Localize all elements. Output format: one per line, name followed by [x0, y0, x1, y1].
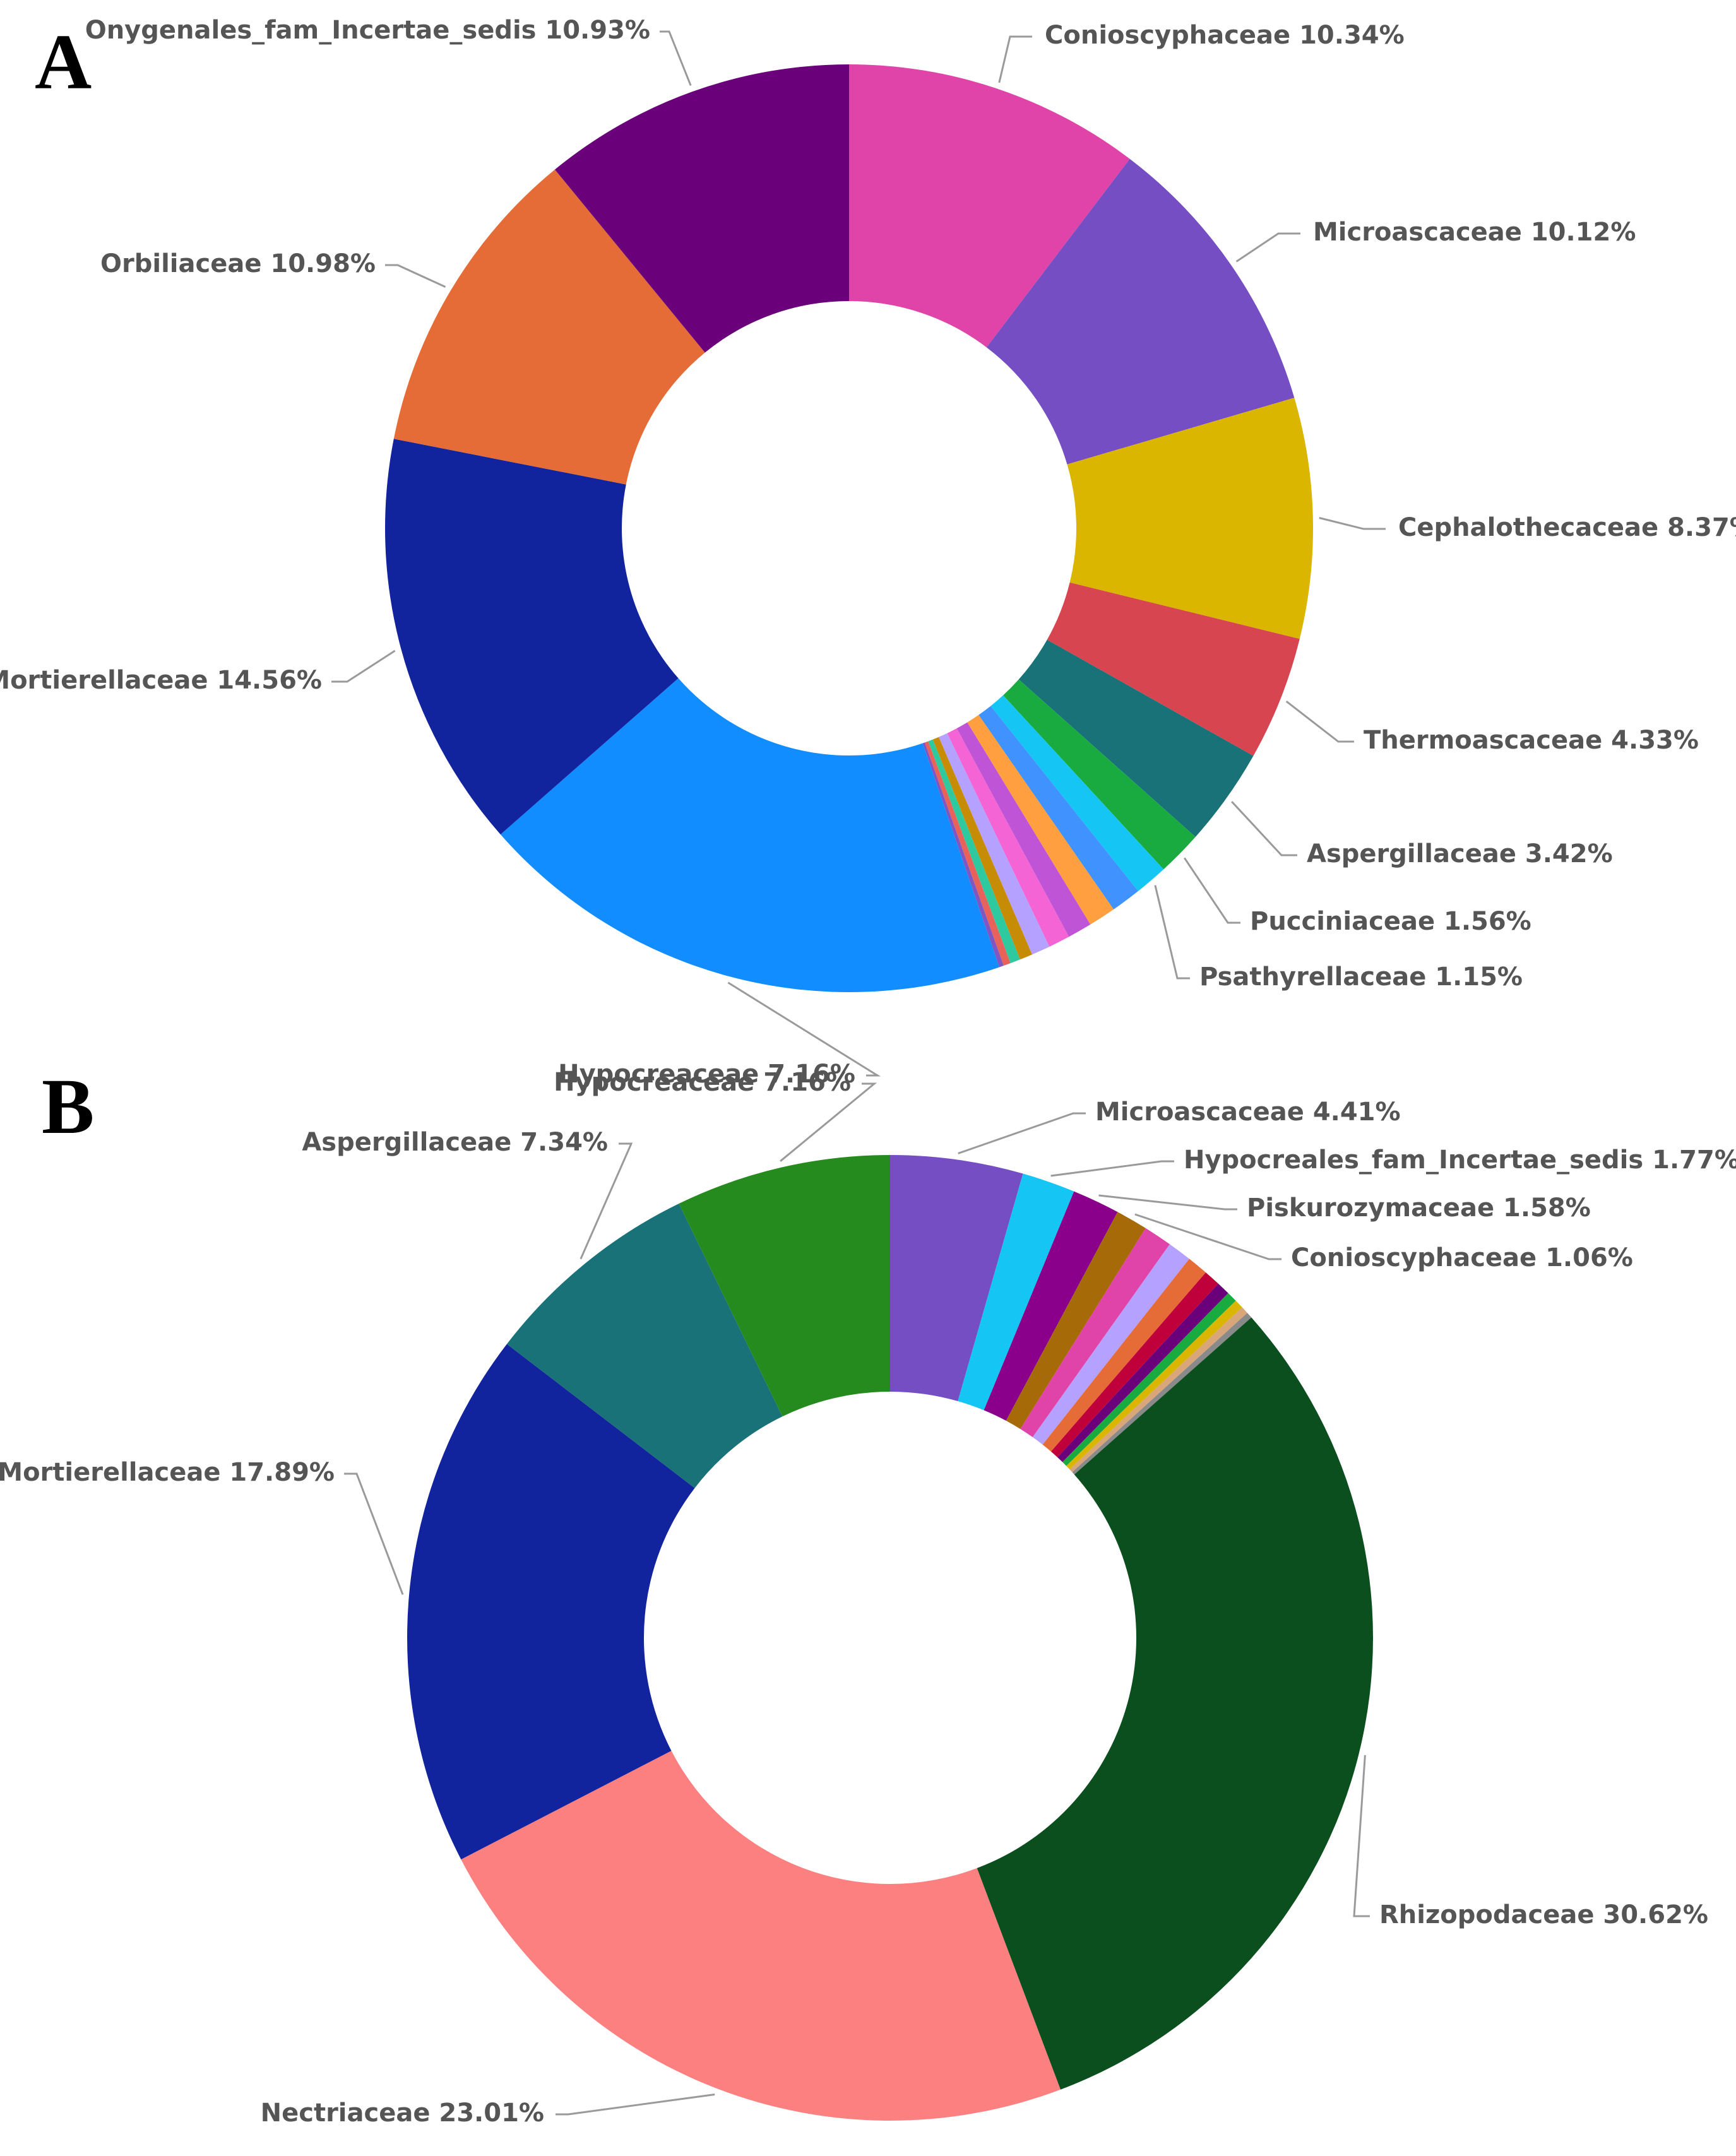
slice-label-a-3: Thermoascaceae 4.33% [1364, 726, 1699, 755]
slice-a-9 [956, 722, 1091, 937]
slice-a-8 [967, 714, 1114, 925]
slice-a-1 [986, 158, 1295, 465]
slice-b-10 [1066, 1300, 1242, 1470]
slice-a-5 [1003, 679, 1196, 870]
slice-a-6 [990, 695, 1164, 891]
slice-b-16 [506, 1204, 783, 1488]
slice-b-4 [1020, 1228, 1170, 1438]
donut-chart-a: Conioscyphaceae 10.34% Microascaceae 10.1… [0, 16, 1736, 1089]
slice-b-8 [1057, 1283, 1228, 1462]
slice-b-5 [1032, 1244, 1189, 1445]
slice-a-18 [393, 169, 705, 485]
leader-line-a-2 [1319, 517, 1386, 530]
panel-label-b: B [42, 1063, 94, 1151]
leader-line-b-0 [958, 1112, 1086, 1154]
slice-b-11 [1069, 1307, 1247, 1472]
slice-label-b-17: Hypocreaceae 7.16% [554, 1068, 851, 1097]
slice-a-0 [849, 64, 1130, 348]
slice-a-2 [1067, 398, 1313, 639]
leader-line-a-17 [331, 649, 396, 683]
slice-label-a-4: Aspergillaceae 3.42% [1307, 839, 1613, 868]
slice-a-14 [924, 741, 1011, 966]
slice-label-a-2: Cephalothecaceae 8.37% [1398, 513, 1736, 542]
slice-b-15 [407, 1344, 695, 1860]
slice-b-0 [890, 1155, 1023, 1402]
slice-b-2 [984, 1191, 1118, 1421]
leader-line-b-15 [344, 1472, 404, 1595]
slice-b-12 [1072, 1313, 1252, 1475]
slice-a-3 [1047, 582, 1300, 756]
slice-label-b-0: Microascaceae 4.41% [1095, 1098, 1401, 1127]
slice-a-16 [500, 678, 999, 993]
leader-line-b-3 [1134, 1213, 1281, 1260]
slice-b-1 [958, 1173, 1074, 1411]
leader-line-a-6 [1154, 885, 1190, 980]
slice-b-13 [977, 1317, 1373, 2090]
slice-b-9 [1062, 1293, 1236, 1466]
slice-label-a-6: Psathyrellaceae 1.15% [1199, 962, 1523, 992]
slice-label-b-13: Rhizopodaceae 30.62% [1379, 1900, 1708, 1929]
slice-a-17 [384, 439, 679, 835]
leader-line-a-18 [385, 264, 446, 288]
slice-b-7 [1050, 1272, 1218, 1457]
slice-label-b-3: Conioscyphaceae 1.06% [1291, 1243, 1633, 1272]
slice-b-6 [1042, 1259, 1206, 1452]
slice-label-a-5: Pucciniaceae 1.56% [1250, 907, 1531, 936]
slice-label-a-16: Hypocreaceae 7.16% [558, 1060, 855, 1089]
slice-label-a-19: Onygenales_fam_Incertae_sedis 10.93% [85, 16, 650, 45]
leader-line-a-16 [727, 981, 881, 1077]
leader-line-a-4 [1231, 801, 1297, 856]
leader-line-b-1 [1050, 1160, 1174, 1177]
slice-label-a-18: Orbiliaceae 10.98% [100, 249, 376, 278]
slice-label-b-2: Piskurozymaceae 1.58% [1247, 1194, 1591, 1223]
leader-line-a-0 [998, 35, 1032, 83]
slice-b-3 [1006, 1212, 1146, 1430]
leader-line-a-19 [660, 30, 692, 86]
slice-label-a-1: Microascaceae 10.12% [1313, 218, 1636, 247]
slice-a-7 [978, 706, 1138, 909]
leader-line-b-2 [1098, 1194, 1237, 1211]
leader-line-a-3 [1285, 701, 1354, 743]
slice-label-b-16: Aspergillaceae 7.34% [302, 1128, 608, 1157]
donut-chart-b: Microascaceae 4.41% Hypocreales_fam_Incer… [0, 1068, 1736, 2128]
slice-label-a-0: Conioscyphaceae 10.34% [1045, 21, 1405, 50]
leader-line-a-5 [1184, 857, 1240, 924]
slice-a-4 [1018, 639, 1254, 837]
slice-a-19 [554, 64, 849, 353]
leader-line-b-14 [556, 2094, 715, 2116]
slice-label-b-1: Hypocreales_fam_Incertae_sedis 1.77% [1184, 1146, 1736, 1175]
slice-a-15 [922, 742, 1004, 968]
slice-label-a-17: Mortierellaceae 14.56% [0, 666, 322, 695]
slice-a-10 [947, 728, 1069, 947]
leader-line-b-17 [780, 1082, 877, 1162]
leader-line-b-13 [1353, 1755, 1370, 1917]
slice-a-12 [932, 737, 1033, 960]
leader-line-b-16 [580, 1142, 633, 1260]
slice-a-13 [928, 739, 1020, 964]
leader-line-a-1 [1235, 232, 1300, 263]
slice-label-b-14: Nectriaceae 23.01% [261, 2099, 544, 2128]
slice-b-14 [461, 1750, 1061, 2121]
slice-b-17 [679, 1155, 890, 1417]
panel-label-a: A [35, 19, 92, 106]
slice-a-11 [939, 733, 1050, 955]
slice-label-b-15: Mortierellaceae 17.89% [0, 1458, 335, 1487]
